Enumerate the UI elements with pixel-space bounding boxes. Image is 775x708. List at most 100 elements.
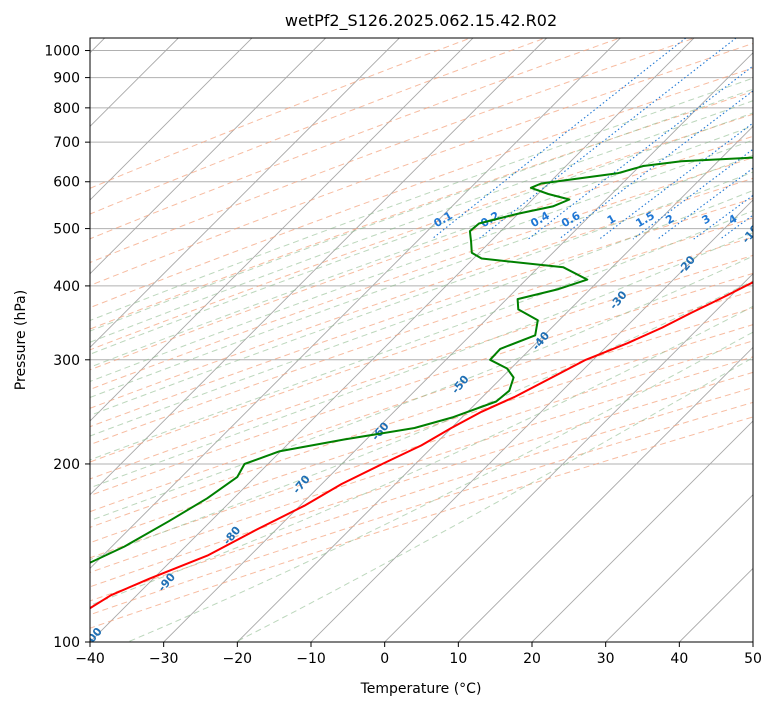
x-tick-label: 50 [744,651,762,667]
chart-title: wetPf2_S126.2025.062.15.42.R02 [285,11,557,31]
y-tick-label: 700 [53,135,80,151]
dry-adiabat-line [90,38,622,240]
dry-adiabat-line [90,217,753,446]
y-axis-label: Pressure (hPa) [13,290,29,390]
moist-adiabat-label: -50 [449,373,472,397]
dewpoint-profile-line [90,156,753,564]
plot-frame [89,37,754,643]
moist-adiabat-line [90,255,753,522]
dry-adiabat-line [90,340,753,559]
isotherm-line [384,273,753,642]
x-tick-label: 30 [597,651,615,667]
mixing-ratio-line [632,148,753,240]
x-tick-label: 10 [449,651,467,667]
mixing-ratio-line [693,194,753,240]
dry-adiabat-line [90,387,753,602]
isotherm-line [678,567,753,642]
dry-adiabat-line [90,272,753,497]
isotherm-line [90,38,327,275]
x-tick-label: −10 [296,651,326,667]
moist-adiabat-line [90,190,753,437]
isotherm-line [163,52,753,642]
y-tick-label: 400 [53,279,80,295]
isotherm-line [90,38,695,642]
dry-adiabat-line [90,135,753,371]
mixing-ratio-line [759,36,775,240]
mixing-ratio-label: 1.5 [634,209,657,230]
x-tick-label: 40 [670,651,688,667]
dry-adiabat-line [90,254,753,480]
dry-adiabat-line [90,197,753,428]
dry-adiabat-line [90,157,753,390]
moist-adiabat-line [90,154,753,398]
y-tick-label: 500 [53,222,80,238]
moist-adiabat-line [90,125,753,368]
mixing-ratio-line [478,38,737,240]
dry-adiabat-line [90,177,753,409]
dry-adiabat-line [90,38,697,264]
isotherm-line [90,38,548,496]
dry-adiabat-line [90,401,753,616]
mixing-ratio-line [599,122,753,240]
isotherm-line [90,38,474,422]
dry-adiabat-line [90,38,472,189]
dry-adiabat-line [90,90,753,330]
mixing-ratio-line [527,65,753,240]
y-tick-label: 600 [53,175,80,191]
moist-adiabat-line [90,232,753,489]
plot-background: 0.1 0.2 0.4 0.6 1 1.5 2 3 4-100-90-80-70-60-50-4… [90,36,775,642]
isotherm-line [90,38,253,201]
dry-adiabat-line [90,356,753,573]
dry-adiabat-line [90,324,753,544]
moist-adiabat-label: -10 [739,222,762,246]
y-tick-label: 200 [53,457,80,473]
mixing-ratio-label: 0.4 [528,209,552,230]
y-tick-label: 1000 [44,44,80,60]
moist-adiabat-line [234,357,753,642]
isotherm-line [90,38,401,349]
moist-adiabat-line [90,210,753,461]
moist-adiabat-line [90,100,753,343]
moist-adiabat-label: -80 [221,524,244,548]
mixing-ratio-label: 0.1 [432,209,455,230]
mixing-ratio-label: 1 [605,212,618,227]
isotherm-line [531,420,753,642]
moist-adiabat-line [90,139,753,382]
y-tick-label: 100 [53,635,80,651]
moist-adiabat-line [90,171,753,416]
moist-adiabat-label: -30 [607,288,630,312]
x-tick-label: 20 [523,651,541,667]
x-tick-label: −20 [223,651,253,667]
moist-adiabat-line [90,112,753,355]
dry-adiabat-line [90,113,753,351]
moist-adiabat-line [126,331,753,642]
isotherm-line [457,346,753,642]
moist-adiabat-label: -40 [529,329,552,353]
moist-adiabat-line [90,77,753,322]
y-tick-label: 800 [53,101,80,117]
dry-adiabat-line [90,307,753,528]
temperature-profile-line [90,281,753,610]
x-tick-label: 0 [380,651,389,667]
dry-adiabat-line [90,38,547,215]
isotherm-line [605,494,753,642]
mixing-ratio-line [657,167,753,240]
y-tick-label: 300 [53,353,80,369]
dry-adiabat-line [90,236,753,463]
dry-adiabat-line [90,42,753,287]
moist-adiabat-line [90,280,753,561]
moist-adiabat-label: -70 [290,472,313,496]
dry-adiabat-line [90,416,753,629]
moist-adiabat-line [90,88,753,332]
plot-series [90,156,753,610]
isotherm-line [236,125,753,642]
dry-adiabat-line [90,67,753,309]
x-tick-label: −30 [149,651,179,667]
dry-adiabat-line [90,371,753,588]
isotherm-line [310,199,753,642]
x-tick-label: −40 [75,651,105,667]
y-tick-label: 900 [53,71,80,87]
x-axis-label: Temperature (°C) [360,681,482,697]
mixing-ratio-label: 3 [700,212,713,227]
